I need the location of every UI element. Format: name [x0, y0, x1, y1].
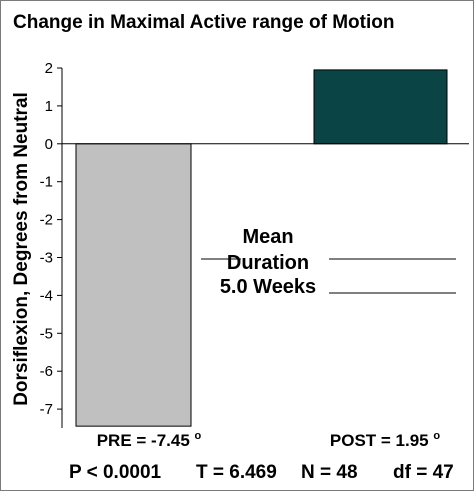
stat-1: P < 0.0001 [69, 462, 162, 483]
y-tick-label: -7 [40, 401, 53, 418]
stat-2: T = 6.469 [196, 462, 277, 483]
chart-title: Change in Maximal Active range of Motion [13, 12, 394, 33]
y-tick-label: 2 [45, 60, 53, 77]
stat-3: N = 48 [301, 462, 358, 483]
bar-pre [75, 143, 192, 427]
y-tick-label: -3 [40, 250, 53, 267]
bars [75, 69, 448, 427]
annotation-line: 5.0 Weeks [220, 276, 316, 298]
y-tick-label: -5 [40, 325, 53, 342]
y-tick-label: -6 [40, 363, 53, 380]
y-tick-label: -1 [40, 174, 53, 191]
stat-4: df = 47 [393, 462, 454, 483]
y-tick-label: -4 [40, 287, 53, 304]
y-tick-label: -2 [40, 212, 53, 229]
category-label-pre: PRE = -7.45 o [97, 430, 202, 450]
bar-post [313, 69, 448, 145]
stats-row: P < 0.0001 T = 6.469 N = 48 df = 47 [69, 462, 454, 483]
annotation-line: Mean [242, 226, 293, 248]
category-labels: PRE = -7.45 o POST = 1.95 o [97, 430, 441, 450]
y-axis-ticks: 2 1 0 -1 -2 -3 -4 -5 -6 -7 [40, 60, 62, 418]
y-tick-label: 1 [45, 98, 53, 115]
annotation-line: Duration [227, 252, 309, 274]
category-label-post: POST = 1.95 o [330, 430, 440, 450]
y-tick-label: 0 [45, 136, 53, 153]
y-axis-label: Dorsiflexion, Degrees from Neutral [11, 92, 32, 406]
